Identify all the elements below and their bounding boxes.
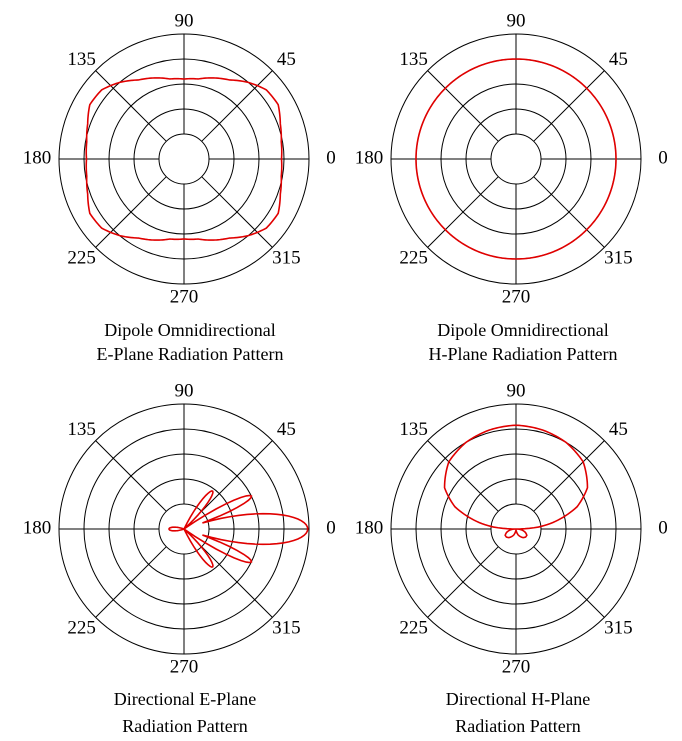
angle-tick-label: 135 — [399, 419, 428, 440]
polar-spoke — [427, 440, 499, 512]
chart-caption-line: Directional H-Plane — [446, 689, 590, 709]
polar-spoke — [95, 176, 167, 248]
polar-spoke — [201, 440, 273, 512]
chart-caption-line: Dipole Omnidirectional — [104, 320, 275, 340]
polar-spoke — [427, 70, 499, 142]
angle-tick-label: 45 — [609, 419, 628, 440]
polar-spoke — [427, 176, 499, 248]
angle-tick-label: 180 — [355, 517, 384, 538]
angle-tick-label: 180 — [355, 147, 384, 168]
angle-tick-label: 180 — [23, 147, 52, 168]
angle-tick-label: 45 — [609, 49, 628, 70]
polar-ring — [158, 133, 210, 185]
radiation-pattern-trace — [443, 424, 589, 539]
angle-tick-label: 0 — [658, 517, 668, 538]
chart-caption-line: Radiation Pattern — [455, 716, 580, 736]
angle-tick-label: 270 — [502, 656, 531, 677]
radiation-pattern-trace — [168, 490, 309, 568]
polar-spoke — [427, 546, 499, 618]
angle-tick-label: 135 — [67, 49, 96, 70]
angle-tick-label: 45 — [277, 49, 296, 70]
radiation-pattern-trace — [415, 58, 617, 260]
polar-chart-2: 0 45 90 135 180 225 270 315 Dipole Omnidirection… — [355, 10, 668, 364]
angle-tick-label: 225 — [399, 618, 428, 639]
polar-chart-4: 0 45 90 135 180 225 270 315 Directional H-Plane R… — [355, 380, 668, 736]
angle-tick-label: 135 — [399, 49, 428, 70]
angle-tick-label: 0 — [326, 147, 336, 168]
polar-chart-3: 0 45 90 135 180 225 270 315 Directional E-Plane R… — [23, 380, 336, 736]
angle-tick-label: 315 — [604, 248, 633, 269]
angle-tick-label: 270 — [502, 286, 531, 307]
polar-spoke — [201, 176, 273, 248]
angle-tick-label: 270 — [170, 656, 199, 677]
chart-caption-line: Directional E-Plane — [114, 689, 256, 709]
polar-spoke — [533, 176, 605, 248]
angle-tick-label: 0 — [326, 517, 336, 538]
angle-tick-label: 315 — [272, 618, 301, 639]
radiation-pattern-trace — [85, 77, 283, 241]
chart-caption-line: E-Plane Radiation Pattern — [97, 344, 284, 364]
angle-tick-label: 315 — [604, 618, 633, 639]
polar-spoke — [95, 440, 167, 512]
polar-spoke — [533, 440, 605, 512]
chart-caption-line: Radiation Pattern — [122, 716, 247, 736]
angle-tick-label: 90 — [175, 10, 194, 31]
angle-tick-label: 315 — [272, 248, 301, 269]
angle-tick-label: 270 — [170, 286, 199, 307]
angle-tick-label: 135 — [67, 419, 96, 440]
chart-caption-line: Dipole Omnidirectional — [437, 320, 608, 340]
polar-spoke — [533, 70, 605, 142]
angle-tick-label: 45 — [277, 419, 296, 440]
angle-tick-label: 0 — [658, 147, 668, 168]
polar-spoke — [95, 70, 167, 142]
angle-tick-label: 90 — [507, 380, 526, 401]
polar-spoke — [201, 546, 273, 618]
polar-spoke — [533, 546, 605, 618]
chart-caption-line: H-Plane Radiation Pattern — [429, 344, 618, 364]
polar-ring — [490, 133, 542, 185]
angle-tick-label: 225 — [67, 618, 96, 639]
angle-tick-label: 180 — [23, 517, 52, 538]
polar-chart-1: 0 45 90 135 180 225 270 315 Dipole Omnidirection… — [23, 10, 336, 364]
polar-spoke — [95, 546, 167, 618]
angle-tick-label: 90 — [507, 10, 526, 31]
polar-spoke — [201, 70, 273, 142]
angle-tick-label: 225 — [67, 248, 96, 269]
angle-tick-label: 225 — [399, 248, 428, 269]
angle-tick-label: 90 — [175, 380, 194, 401]
